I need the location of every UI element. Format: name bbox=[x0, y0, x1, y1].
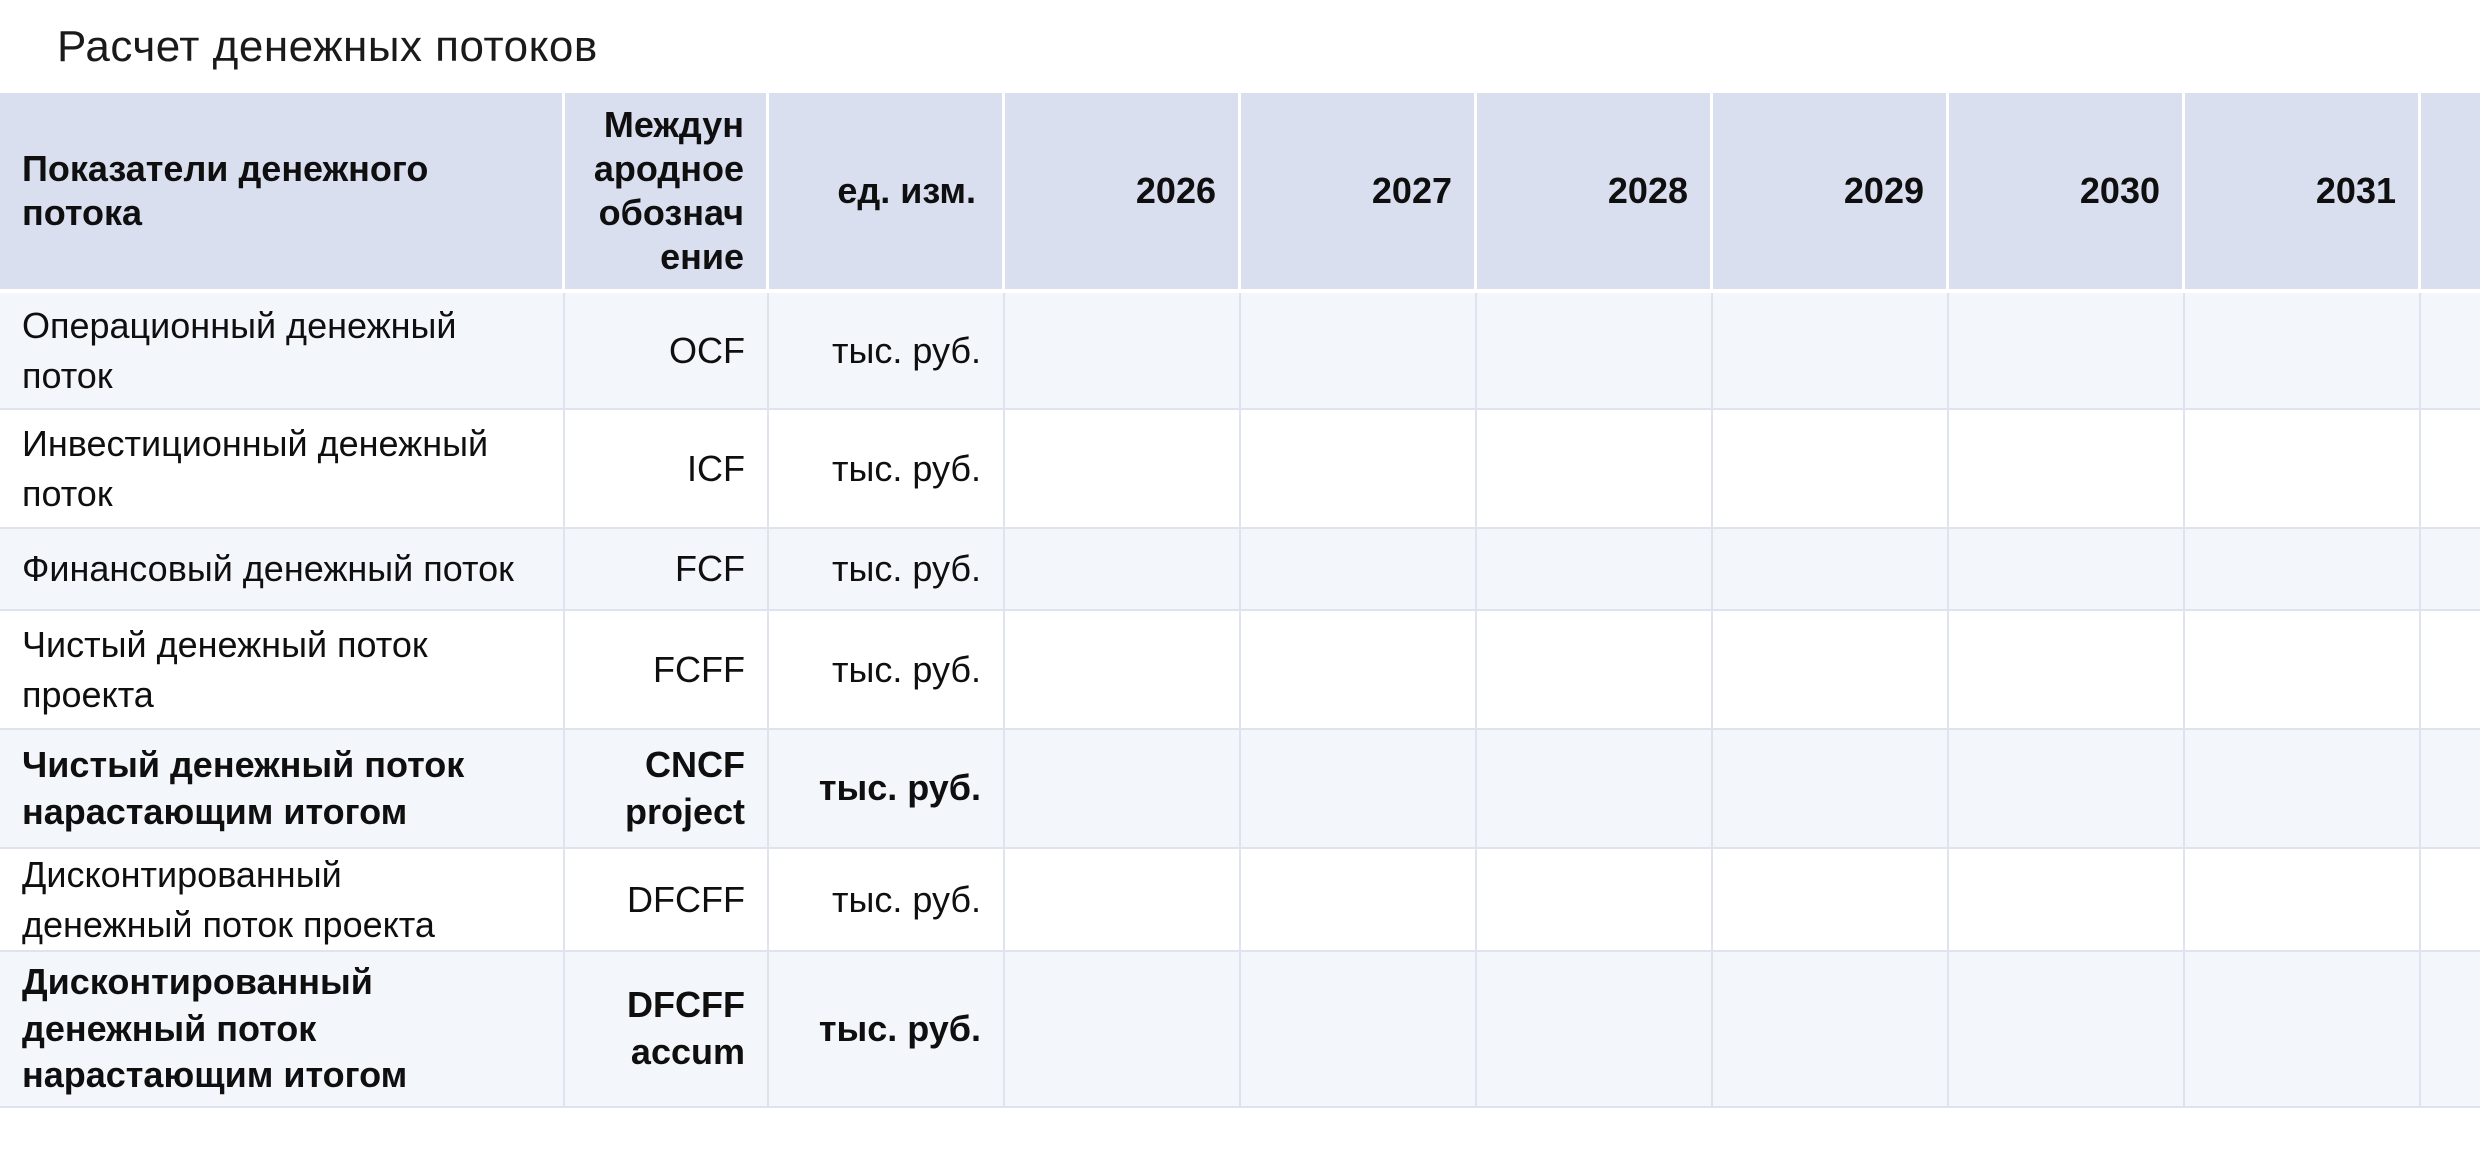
value-cell-2027 bbox=[1241, 529, 1477, 609]
value-cell-2029 bbox=[1713, 410, 1949, 527]
value-cell-2029 bbox=[1713, 529, 1949, 609]
partial-cell bbox=[2421, 952, 2480, 1106]
table-row: Операционный денежный поток OCF тыс. руб… bbox=[0, 293, 2480, 410]
value-cell-2028 bbox=[1477, 611, 1713, 728]
table-row: Инвестиционный денежный поток ICF тыс. р… bbox=[0, 410, 2480, 529]
code-cell: FCF bbox=[565, 529, 769, 609]
value-cell-2028 bbox=[1477, 952, 1713, 1106]
indicator-cell: Чистый денежный поток нарастающим итогом bbox=[0, 730, 565, 847]
code-cell: OCF bbox=[565, 293, 769, 408]
value-cell-2026 bbox=[1005, 730, 1241, 847]
partial-cell bbox=[2421, 293, 2480, 408]
indicator-cell: Чистый денежный поток проекта bbox=[0, 611, 565, 728]
value-cell-2027 bbox=[1241, 611, 1477, 728]
code-cell: DFCFF bbox=[565, 849, 769, 950]
value-cell-2030 bbox=[1949, 529, 2185, 609]
code-cell: FCFF bbox=[565, 611, 769, 728]
value-cell-2026 bbox=[1005, 410, 1241, 527]
indicator-cell: Дисконтированный денежный поток нарастаю… bbox=[0, 952, 565, 1106]
unit-cell: тыс. руб. bbox=[769, 730, 1005, 847]
value-cell-2031 bbox=[2185, 730, 2421, 847]
header-unit: ед. изм. bbox=[769, 93, 1005, 289]
page-title: Расчет денежных потоков bbox=[57, 22, 598, 71]
value-cell-2027 bbox=[1241, 410, 1477, 527]
value-cell-2031 bbox=[2185, 849, 2421, 950]
value-cell-2027 bbox=[1241, 849, 1477, 950]
unit-cell: тыс. руб. bbox=[769, 410, 1005, 527]
unit-cell: тыс. руб. bbox=[769, 849, 1005, 950]
value-cell-2029 bbox=[1713, 849, 1949, 950]
header-indicator: Показатели денежного потока bbox=[0, 93, 565, 289]
header-year-2029: 2029 bbox=[1713, 93, 1949, 289]
value-cell-2026 bbox=[1005, 611, 1241, 728]
value-cell-2031 bbox=[2185, 410, 2421, 527]
indicator-cell: Операционный денежный поток bbox=[0, 293, 565, 408]
value-cell-2027 bbox=[1241, 293, 1477, 408]
indicator-cell: Инвестиционный денежный поток bbox=[0, 410, 565, 527]
header-year-2027: 2027 bbox=[1241, 93, 1477, 289]
unit-cell: тыс. руб. bbox=[769, 611, 1005, 728]
value-cell-2028 bbox=[1477, 410, 1713, 527]
value-cell-2030 bbox=[1949, 730, 2185, 847]
table-row: Дисконтированный денежный поток нарастаю… bbox=[0, 952, 2480, 1108]
table-header-row: Показатели денежного потока Междун ародн… bbox=[0, 93, 2480, 293]
value-cell-2031 bbox=[2185, 529, 2421, 609]
partial-cell bbox=[2421, 849, 2480, 950]
cash-flow-table: Показатели денежного потока Междун ародн… bbox=[0, 93, 2480, 1108]
value-cell-2026 bbox=[1005, 293, 1241, 408]
value-cell-2031 bbox=[2185, 611, 2421, 728]
partial-cell bbox=[2421, 730, 2480, 847]
value-cell-2029 bbox=[1713, 730, 1949, 847]
value-cell-2028 bbox=[1477, 730, 1713, 847]
value-cell-2027 bbox=[1241, 730, 1477, 847]
code-cell: ICF bbox=[565, 410, 769, 527]
header-year-2028: 2028 bbox=[1477, 93, 1713, 289]
unit-cell: тыс. руб. bbox=[769, 293, 1005, 408]
unit-cell: тыс. руб. bbox=[769, 952, 1005, 1106]
value-cell-2028 bbox=[1477, 293, 1713, 408]
partial-cell bbox=[2421, 529, 2480, 609]
table-row: Чистый денежный поток проекта FCFF тыс. … bbox=[0, 611, 2480, 730]
header-year-2030: 2030 bbox=[1949, 93, 2185, 289]
value-cell-2026 bbox=[1005, 529, 1241, 609]
value-cell-2026 bbox=[1005, 952, 1241, 1106]
unit-cell: тыс. руб. bbox=[769, 529, 1005, 609]
table-row: Финансовый денежный поток FCF тыс. руб. bbox=[0, 529, 2480, 611]
value-cell-2028 bbox=[1477, 849, 1713, 950]
value-cell-2031 bbox=[2185, 952, 2421, 1106]
header-year-2026: 2026 bbox=[1005, 93, 1241, 289]
partial-cell bbox=[2421, 410, 2480, 527]
indicator-cell: Финансовый денежный поток bbox=[0, 529, 565, 609]
table-row: Дисконтированный денежный поток проекта … bbox=[0, 849, 2480, 952]
value-cell-2028 bbox=[1477, 529, 1713, 609]
value-cell-2027 bbox=[1241, 952, 1477, 1106]
value-cell-2030 bbox=[1949, 410, 2185, 527]
indicator-cell: Дисконтированный денежный поток проекта bbox=[0, 849, 565, 950]
header-year-2031: 2031 bbox=[2185, 93, 2421, 289]
value-cell-2030 bbox=[1949, 611, 2185, 728]
value-cell-2029 bbox=[1713, 952, 1949, 1106]
header-international-code: Междун ародное обознач ение bbox=[565, 93, 769, 289]
value-cell-2030 bbox=[1949, 293, 2185, 408]
header-partial-column bbox=[2421, 93, 2480, 289]
value-cell-2031 bbox=[2185, 293, 2421, 408]
code-cell: CNCF project bbox=[565, 730, 769, 847]
table-body: Операционный денежный поток OCF тыс. руб… bbox=[0, 293, 2480, 1108]
value-cell-2030 bbox=[1949, 849, 2185, 950]
value-cell-2029 bbox=[1713, 611, 1949, 728]
value-cell-2029 bbox=[1713, 293, 1949, 408]
value-cell-2030 bbox=[1949, 952, 2185, 1106]
value-cell-2026 bbox=[1005, 849, 1241, 950]
partial-cell bbox=[2421, 611, 2480, 728]
table-row: Чистый денежный поток нарастающим итогом… bbox=[0, 730, 2480, 849]
code-cell: DFCFF accum bbox=[565, 952, 769, 1106]
